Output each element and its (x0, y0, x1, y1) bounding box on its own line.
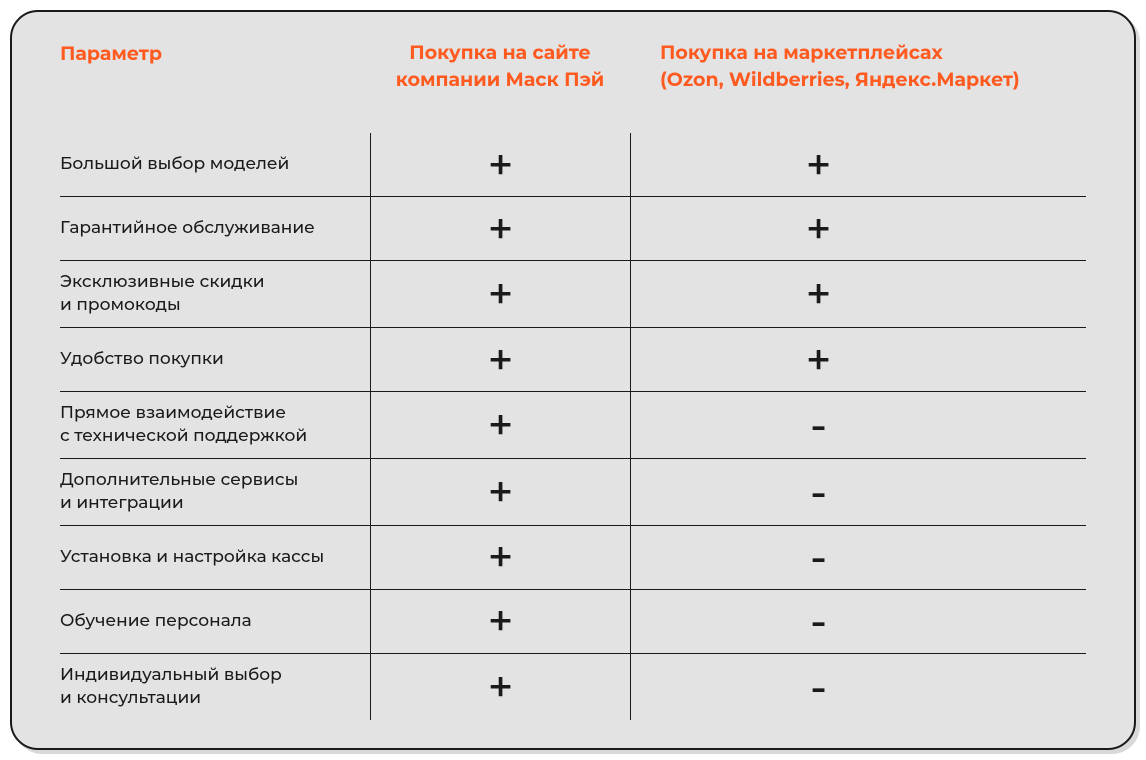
param-label: Эксклюзивные скидки и промокоды (60, 261, 370, 327)
param-line1: Индивидуальный выбор (60, 665, 282, 685)
minus-icon: - (810, 660, 827, 714)
minus-icon: - (810, 530, 827, 584)
table-row: Дополнительные сервисы и интеграции + - (60, 459, 1086, 526)
cell-col2: + (630, 328, 1086, 391)
cell-col2: - (630, 392, 1086, 458)
plus-icon: + (488, 138, 514, 192)
table-header-row: Параметр Покупка на сайте компании Маск … (60, 40, 1086, 93)
minus-icon: - (810, 594, 827, 648)
cell-col1: + (370, 261, 630, 327)
param-label: Удобство покупки (60, 338, 370, 381)
cell-col1: + (370, 328, 630, 391)
table-row: Установка и настройка кассы + - (60, 526, 1086, 590)
header-col1-line2: компании Маск Пэй (396, 68, 605, 91)
cell-col2: - (630, 526, 1086, 589)
plus-icon: + (488, 530, 514, 584)
minus-icon: - (810, 398, 827, 452)
param-label: Установка и настройка кассы (60, 536, 370, 579)
param-label: Гарантийное обслуживание (60, 207, 370, 250)
cell-col1: + (370, 197, 630, 260)
cell-col1: + (370, 133, 630, 196)
cell-col2: + (630, 197, 1086, 260)
comparison-card: Параметр Покупка на сайте компании Маск … (10, 10, 1136, 750)
plus-icon: + (806, 202, 832, 256)
plus-icon: + (488, 267, 514, 321)
cell-col2: + (630, 133, 1086, 196)
param-label: Прямое взаимодействие с технической подд… (60, 392, 370, 458)
plus-icon: + (488, 333, 514, 387)
table-row: Удобство покупки + + (60, 328, 1086, 392)
cell-col1: + (370, 392, 630, 458)
table-row: Прямое взаимодействие с технической подд… (60, 392, 1086, 459)
header-col2-line1: Покупка на маркетплейсах (660, 41, 943, 64)
header-column-1: Покупка на сайте компании Маск Пэй (370, 40, 630, 93)
param-line1: Дополнительные сервисы (60, 470, 298, 490)
plus-icon: + (488, 660, 514, 714)
header-param: Параметр (60, 40, 370, 65)
plus-icon: + (806, 333, 832, 387)
cell-col2: - (630, 590, 1086, 653)
plus-icon: + (806, 267, 832, 321)
table-row: Эксклюзивные скидки и промокоды + + (60, 261, 1086, 328)
cell-col1: + (370, 654, 630, 720)
header-col1-line1: Покупка на сайте (409, 41, 590, 64)
table-row: Обучение персонала + - (60, 590, 1086, 654)
param-label: Индивидуальный выбор и консультации (60, 654, 370, 720)
param-line2: и консультации (60, 688, 201, 708)
plus-icon: + (488, 202, 514, 256)
param-line1: Эксклюзивные скидки (60, 272, 265, 292)
minus-icon: - (810, 465, 827, 519)
plus-icon: + (806, 138, 832, 192)
plus-icon: + (488, 594, 514, 648)
cell-col2: - (630, 459, 1086, 525)
param-line2: и промокоды (60, 295, 181, 315)
table-row: Большой выбор моделей + + (60, 133, 1086, 197)
cell-col1: + (370, 526, 630, 589)
cell-col1: + (370, 590, 630, 653)
header-column-2: Покупка на маркетплейсах (Ozon, Wildberr… (630, 40, 1086, 93)
cell-col1: + (370, 459, 630, 525)
header-col2-line2: (Ozon, Wildberries, Яндекс.Маркет) (660, 68, 1020, 91)
param-label: Дополнительные сервисы и интеграции (60, 459, 370, 525)
param-label: Обучение персонала (60, 600, 370, 643)
plus-icon: + (488, 398, 514, 452)
param-line1: Прямое взаимодействие (60, 403, 286, 423)
param-line2: с технической поддержкой (60, 426, 307, 446)
table-row: Индивидуальный выбор и консультации + - (60, 654, 1086, 720)
param-label: Большой выбор моделей (60, 143, 370, 186)
table-row: Гарантийное обслуживание + + (60, 197, 1086, 261)
cell-col2: + (630, 261, 1086, 327)
cell-col2: - (630, 654, 1086, 720)
param-line2: и интеграции (60, 493, 184, 513)
plus-icon: + (488, 465, 514, 519)
